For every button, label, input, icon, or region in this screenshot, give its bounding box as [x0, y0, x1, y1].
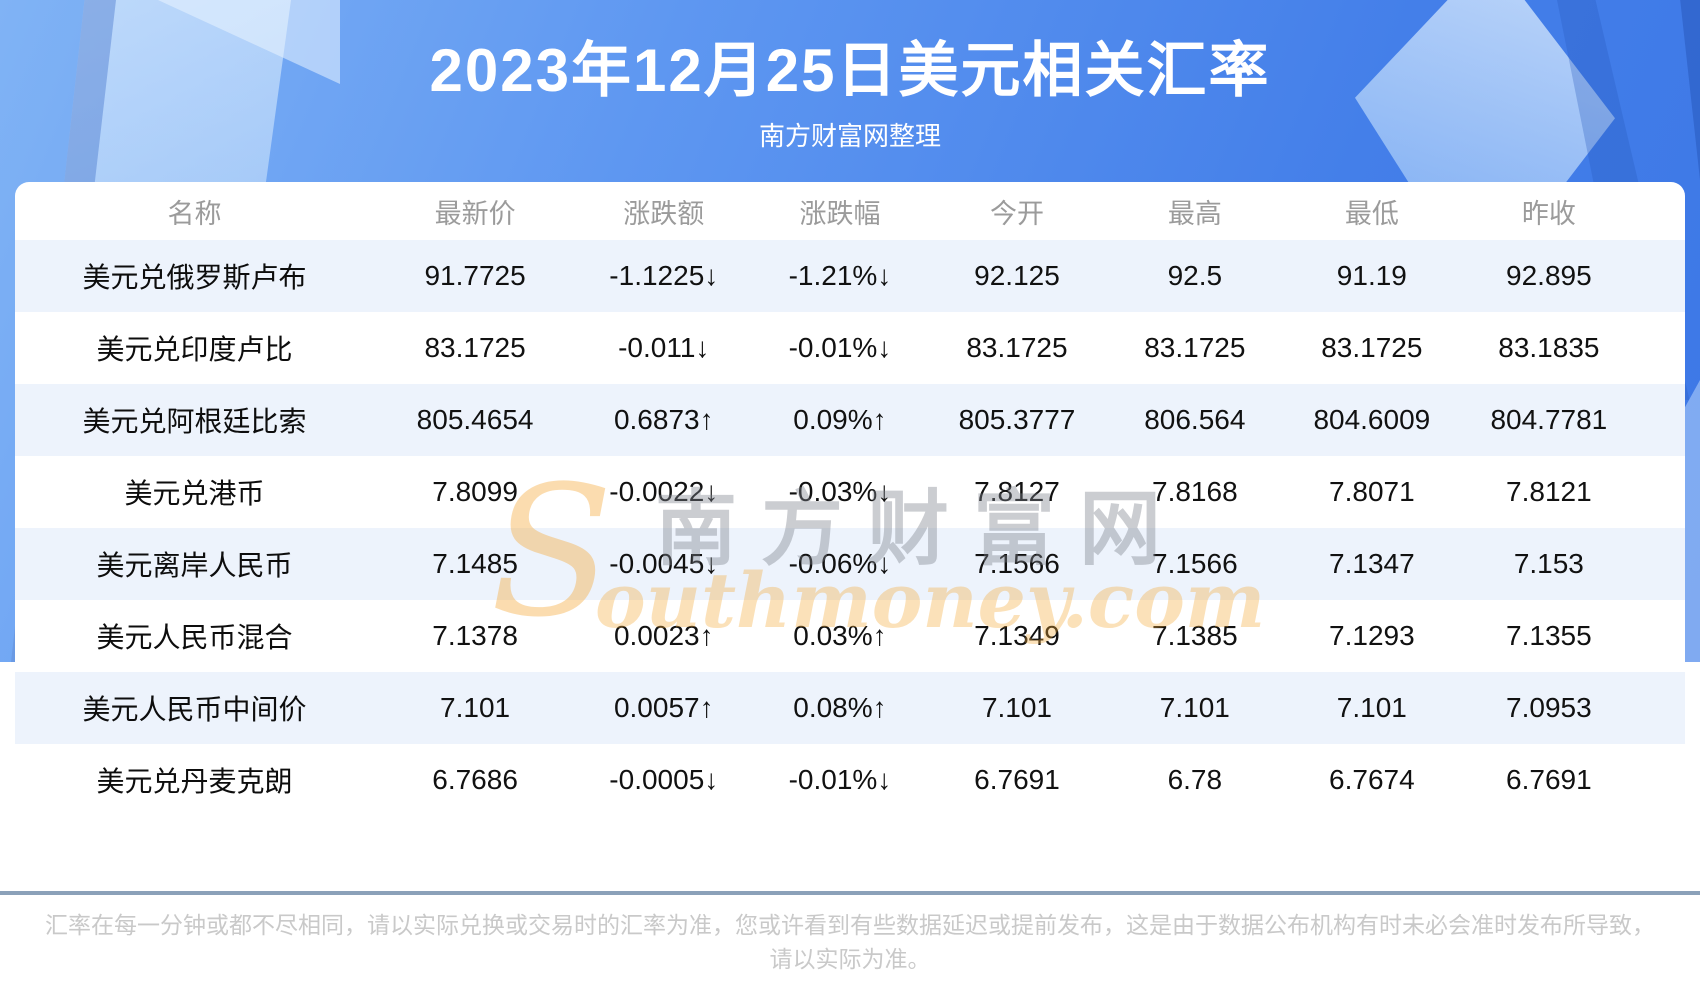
table-row: 美元兑港币 7.8099 -0.0022↓ -0.03%↓ 7.8127 7.8168 7.…	[15, 456, 1685, 528]
cell-pct: -0.01%↓	[788, 764, 892, 795]
cell-low: 6.7674	[1329, 764, 1415, 795]
column-header: 最高	[1167, 198, 1222, 229]
cell-open: 6.7691	[974, 764, 1060, 795]
page-subtitle: 南方财富网整理	[758, 121, 941, 151]
table-row: 美元离岸人民币 7.1485 -0.0045↓ -0.06%↓ 7.1566 7.1566…	[15, 528, 1685, 600]
cell-prev: 7.8121	[1506, 476, 1592, 507]
cell-last: 805.4654	[416, 404, 534, 435]
column-header: 最新价	[434, 198, 516, 229]
cell-last: 7.8099	[432, 476, 518, 507]
cell-low: 7.101	[1336, 692, 1407, 723]
cell-pct: -0.03%↓	[788, 476, 892, 507]
column-header: 今开	[989, 198, 1044, 229]
cell-change: 0.0023↑	[613, 620, 714, 651]
footer-note-line1: 汇率在每一分钟或都不尽相同，请以实际兑换或交易时的汇率为准，您或许看到有些数据延…	[45, 912, 1655, 938]
cell-spacer	[1638, 528, 1685, 600]
column-header: 名称	[167, 198, 222, 229]
cell-high: 6.78	[1167, 764, 1223, 795]
cell-open: 7.1566	[974, 548, 1060, 579]
cell-spacer	[1638, 744, 1685, 816]
footer-note: 汇率在每一分钟或都不尽相同，请以实际兑换或交易时的汇率为准，您或许看到有些数据延…	[0, 908, 1700, 976]
cell-spacer	[1638, 240, 1685, 312]
cell-high: 7.1566	[1152, 548, 1238, 579]
cell-name: 美元离岸人民币	[96, 550, 293, 581]
cell-change: -0.0045↓	[609, 548, 719, 579]
cell-change: -0.0005↓	[609, 764, 719, 795]
cell-name: 美元人民币混合	[96, 622, 293, 653]
cell-spacer	[1638, 600, 1685, 672]
cell-last: 7.101	[440, 692, 511, 723]
cell-change: -0.0022↓	[609, 476, 719, 507]
cell-name: 美元兑俄罗斯卢布	[82, 262, 307, 293]
cell-prev: 7.1355	[1506, 620, 1592, 651]
cell-spacer	[1638, 384, 1685, 456]
column-header: 昨收	[1521, 198, 1576, 229]
cell-name: 美元兑印度卢比	[96, 334, 293, 365]
cell-name: 美元兑阿根廷比索	[82, 406, 307, 437]
cell-change: 0.0057↑	[613, 692, 714, 723]
cell-name: 美元人民币中间价	[82, 694, 307, 725]
cell-pct: -1.21%↓	[788, 260, 892, 291]
cell-low: 7.8071	[1329, 476, 1415, 507]
cell-pct: -0.01%↓	[788, 332, 892, 363]
cell-name: 美元兑丹麦克朗	[96, 766, 293, 797]
cell-prev: 6.7691	[1506, 764, 1592, 795]
cell-change: -0.011↓	[618, 332, 710, 363]
table-row: 美元兑丹麦克朗 6.7686 -0.0005↓ -0.01%↓ 6.7691 6.78 6.…	[15, 744, 1685, 816]
column-header: 涨跌额	[623, 198, 705, 229]
cell-change: -1.1225↓	[609, 260, 719, 291]
table-row: 美元人民币中间价 7.101 0.0057↑ 0.08%↑ 7.101 7.101 7.10…	[15, 672, 1685, 744]
cell-last: 7.1378	[432, 620, 518, 651]
cell-change: 0.6873↑	[613, 404, 714, 435]
cell-last: 83.1725	[424, 332, 526, 363]
cell-prev: 7.153	[1513, 548, 1584, 579]
rates-table-card: 名称 最新价 涨跌额 涨跌幅 今开 最高 最低 昨收 美元兑俄罗斯卢布 91.7725 -1.12…	[15, 182, 1685, 816]
cell-low: 804.6009	[1313, 404, 1431, 435]
cell-low: 83.1725	[1321, 332, 1423, 363]
cell-last: 91.7725	[424, 260, 526, 291]
cell-prev: 7.0953	[1506, 692, 1592, 723]
cell-pct: -0.06%↓	[788, 548, 892, 579]
column-header-spacer	[1638, 182, 1685, 240]
page-title: 2023年12月25日美元相关汇率	[429, 37, 1271, 104]
cell-pct: 0.03%↑	[793, 620, 887, 651]
column-header: 涨跌幅	[799, 198, 881, 229]
cell-spacer	[1638, 672, 1685, 744]
cell-open: 7.8127	[974, 476, 1060, 507]
cell-high: 7.101	[1159, 692, 1230, 723]
table-row: 美元兑俄罗斯卢布 91.7725 -1.1225↓ -1.21%↓ 92.125 92.5…	[15, 240, 1685, 312]
cell-low: 7.1293	[1329, 620, 1415, 651]
cell-high: 806.564	[1144, 404, 1246, 435]
cell-name: 美元兑港币	[124, 478, 265, 509]
cell-low: 7.1347	[1329, 548, 1415, 579]
cell-open: 92.125	[974, 260, 1060, 291]
cell-last: 6.7686	[432, 764, 518, 795]
cell-open: 7.1349	[974, 620, 1060, 651]
table-row: 美元人民币混合 7.1378 0.0023↑ 0.03%↑ 7.1349 7.1385 7.…	[15, 600, 1685, 672]
table-row: 美元兑印度卢比 83.1725 -0.011↓ -0.01%↓ 83.1725 83.17…	[15, 312, 1685, 384]
cell-last: 7.1485	[432, 548, 518, 579]
cell-pct: 0.09%↑	[793, 404, 887, 435]
footer-divider	[0, 891, 1700, 895]
cell-high: 92.5	[1167, 260, 1223, 291]
cell-prev: 83.1835	[1498, 332, 1600, 363]
cell-spacer	[1638, 456, 1685, 528]
cell-high: 7.1385	[1152, 620, 1238, 651]
column-header: 最低	[1344, 198, 1399, 229]
cell-open: 7.101	[981, 692, 1053, 723]
cell-high: 83.1725	[1144, 332, 1246, 363]
footer-note-line2: 请以实际为准。	[769, 946, 931, 972]
cell-open: 805.3777	[958, 404, 1076, 435]
cell-prev: 92.895	[1506, 260, 1592, 291]
cell-prev: 804.7781	[1490, 404, 1608, 435]
rates-table: 名称 最新价 涨跌额 涨跌幅 今开 最高 最低 昨收 美元兑俄罗斯卢布 91.7725 -1.12…	[15, 182, 1685, 816]
cell-low: 91.19	[1336, 260, 1407, 291]
cell-pct: 0.08%↑	[793, 692, 887, 723]
cell-spacer	[1638, 312, 1685, 384]
cell-high: 7.8168	[1152, 476, 1238, 507]
cell-open: 83.1725	[966, 332, 1068, 363]
table-header-row: 名称 最新价 涨跌额 涨跌幅 今开 最高 最低 昨收	[15, 182, 1685, 240]
table-row: 美元兑阿根廷比索 805.4654 0.6873↑ 0.09%↑ 805.3777 806…	[15, 384, 1685, 456]
